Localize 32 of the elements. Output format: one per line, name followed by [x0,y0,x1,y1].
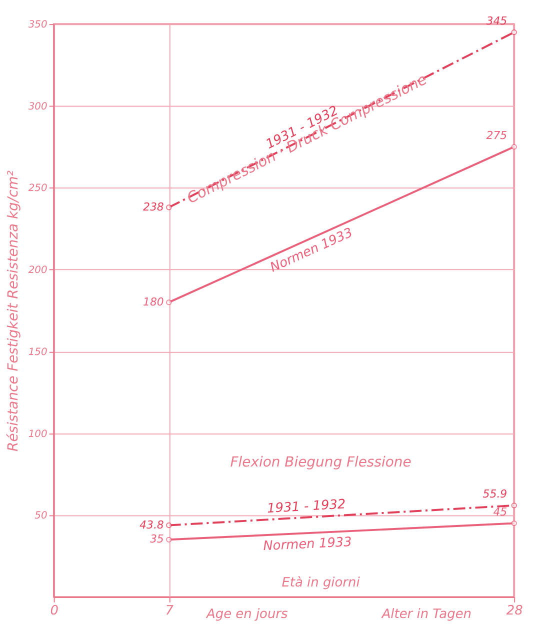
text: Alter in Tagen [380,607,472,622]
data-label: 45 [493,505,508,518]
data-label: 275 [486,128,508,142]
point [511,144,517,150]
annotation: Flexion Biegung Flessione [230,454,412,470]
data-label: 238 [143,200,164,214]
x-tick-label: 7 [165,603,174,618]
y-tick-label: 150 [28,346,48,358]
point [166,536,172,542]
data-label: 43.8 [140,518,164,532]
point [166,204,172,210]
y-tick-label: 350 [28,20,48,31]
point [511,520,517,526]
point [166,522,172,528]
point [511,29,517,36]
annotation: Età in giorni [282,576,360,591]
y-tick-label: 50 [34,510,48,522]
data-label: 35 [150,532,164,546]
data-label: 55.9 [482,487,508,500]
y-axis-title: Résistance Festigkeit Resistenza kg/cm² [5,170,22,452]
series-label: Normen 1933 [262,534,352,554]
text: Age en jours [206,607,288,622]
y-tick-label: 100 [28,428,48,440]
point [166,299,172,306]
data-label: 180 [143,295,164,308]
point [511,502,517,508]
x-tick-label: 28 [506,603,523,618]
y-tick-label: 250 [28,183,48,194]
series-label: 1931 - 1932 [266,497,346,517]
y-tick-label: 300 [28,101,48,112]
x-tick-label: 0 [50,603,58,618]
y-tick-label: 200 [28,265,48,276]
